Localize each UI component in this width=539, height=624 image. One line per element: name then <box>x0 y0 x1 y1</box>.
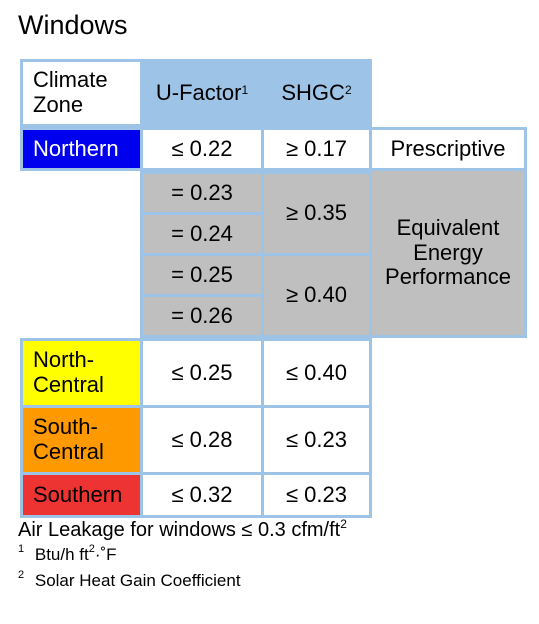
southern-u-value: ≤ 0.32 <box>171 481 233 507</box>
shgc-header-label: SHGC <box>281 79 345 105</box>
zone-southern: Southern <box>20 472 143 518</box>
south-central-u-factor: ≤ 0.28 <box>140 405 264 475</box>
north-central-shgc: ≤ 0.40 <box>261 338 372 408</box>
equivalent-u-value: = 0.24 <box>171 220 233 246</box>
footnote-1-mark: 1 <box>18 543 25 555</box>
air-leakage-note: Air Leakage for windows ≤ 0.3 cfm/ft2 <box>18 517 347 542</box>
climate-zone-header: Climate Zone <box>20 59 143 127</box>
zone-northern-label: Northern <box>33 135 119 161</box>
equivalent-energy-performance-cell: Equivalent Energy Performance <box>369 168 527 338</box>
footnote-1-text: Btu/h ft <box>34 545 89 564</box>
northern-shgc: ≥ 0.17 <box>261 127 372 171</box>
south-central-u-value: ≤ 0.28 <box>171 426 233 452</box>
southern-shgc: ≤ 0.23 <box>261 472 372 518</box>
northern-u-factor: ≤ 0.22 <box>140 127 264 171</box>
air-leakage-text: Air Leakage for windows ≤ 0.3 cfm/ft <box>18 519 341 541</box>
shgc-footnote-mark: 2 <box>344 83 352 98</box>
footnote-1-exponent: 2 <box>88 543 95 555</box>
south-central-shgc: ≤ 0.23 <box>261 405 372 475</box>
footnote-1-text-end: ·˚F <box>94 545 117 564</box>
u-factor-header: U-Factor 1 <box>140 59 264 127</box>
footnote-1: 1 Btu/h ft2·˚F <box>18 543 117 565</box>
footnote-2: 2 Solar Heat Gain Coefficient <box>18 569 241 591</box>
equivalent-shgc-1: ≥ 0.35 <box>261 171 372 256</box>
equivalent-shgc-value: ≥ 0.35 <box>285 200 347 226</box>
north-central-u-factor: ≤ 0.25 <box>140 338 264 408</box>
equivalent-u-value: = 0.23 <box>171 179 233 205</box>
prescriptive-cell: Prescriptive <box>369 127 527 171</box>
climate-zone-header-label: Climate Zone <box>33 67 108 117</box>
zone-southern-label: Southern <box>33 481 123 507</box>
zone-south-central: South-Central <box>20 405 143 475</box>
northern-shgc-value: ≥ 0.17 <box>285 135 347 161</box>
southern-shgc-value: ≤ 0.23 <box>285 481 347 507</box>
u-factor-header-label: U-Factor <box>155 79 242 105</box>
equivalent-u-3: = 0.25 <box>140 253 264 297</box>
zone-north-central: North-Central <box>20 338 143 408</box>
zone-northern: Northern <box>20 127 143 171</box>
equivalent-u-value: = 0.26 <box>171 302 233 328</box>
equivalent-energy-performance-label: Equivalent Energy Performance <box>385 215 511 290</box>
equivalent-u-4: = 0.26 <box>140 294 264 338</box>
southern-u-factor: ≤ 0.32 <box>140 472 264 518</box>
equivalent-u-value: = 0.25 <box>171 261 233 287</box>
equivalent-u-2: = 0.24 <box>140 212 264 256</box>
north-central-shgc-value: ≤ 0.40 <box>285 359 347 385</box>
page-title: Windows <box>18 10 128 40</box>
shgc-header: SHGC 2 <box>261 59 372 127</box>
north-central-u-value: ≤ 0.25 <box>171 359 233 385</box>
equivalent-u-1: = 0.23 <box>140 171 264 215</box>
air-leakage-exponent: 2 <box>340 517 347 531</box>
u-factor-footnote-mark: 1 <box>241 83 249 98</box>
footnote-2-text: Solar Heat Gain Coefficient <box>34 571 241 590</box>
footnote-2-mark: 2 <box>18 569 25 581</box>
south-central-shgc-value: ≤ 0.23 <box>285 426 347 452</box>
northern-u-value: ≤ 0.22 <box>171 135 233 161</box>
equivalent-shgc-value: ≥ 0.40 <box>285 282 347 308</box>
prescriptive-label: Prescriptive <box>390 135 506 161</box>
equivalent-shgc-2: ≥ 0.40 <box>261 253 372 338</box>
zone-south-central-label: South-Central <box>33 414 104 464</box>
zone-north-central-label: North-Central <box>33 347 104 397</box>
